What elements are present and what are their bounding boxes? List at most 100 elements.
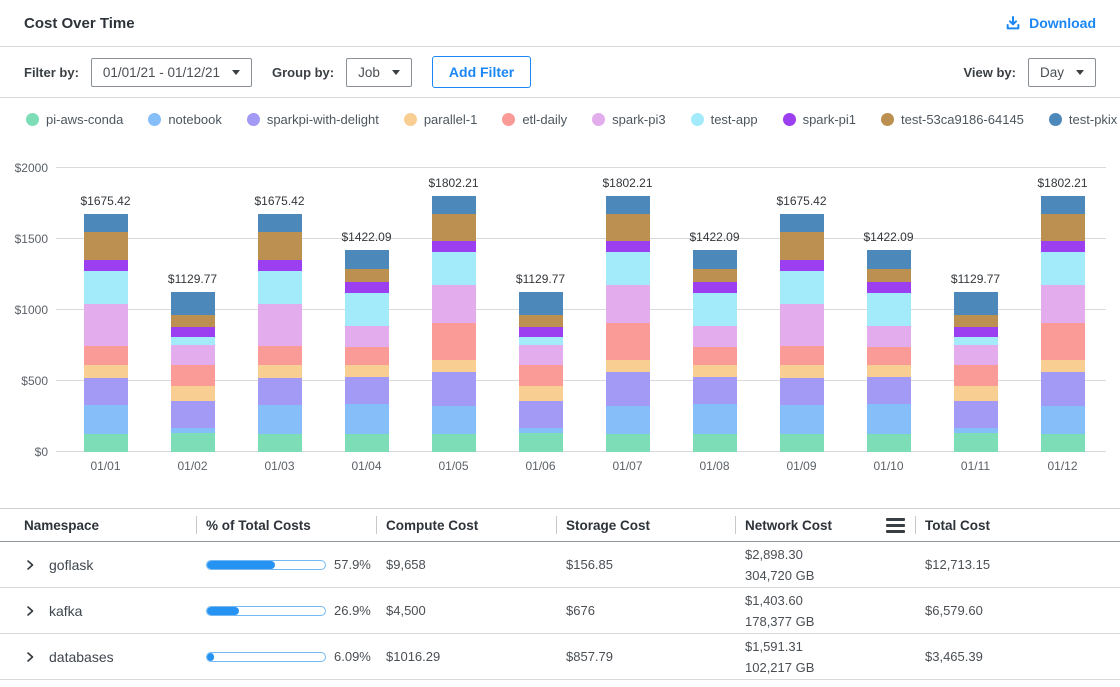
- bar-segment-etl-daily[interactable]: [1041, 323, 1085, 360]
- legend-item-pi-aws-conda[interactable]: pi-aws-conda: [26, 112, 123, 127]
- bar-segment-test-app[interactable]: [171, 337, 215, 345]
- bar-segment-test-app[interactable]: [693, 293, 737, 326]
- bar-segment-pi-aws-conda[interactable]: [432, 434, 476, 452]
- stacked-bar-01/09[interactable]: [780, 214, 824, 452]
- bar-segment-pi-aws-conda[interactable]: [693, 434, 737, 452]
- bar-segment-sparkpi-with-delight[interactable]: [867, 377, 911, 405]
- bar-segment-parallel-1[interactable]: [258, 365, 302, 378]
- bar-segment-spark-pi1[interactable]: [345, 282, 389, 293]
- bar-segment-spark-pi3[interactable]: [432, 285, 476, 323]
- bar-segment-test-app[interactable]: [1041, 252, 1085, 285]
- bar-segment-etl-daily[interactable]: [84, 346, 128, 365]
- bar-segment-etl-daily[interactable]: [432, 323, 476, 360]
- bar-segment-test-pkix[interactable]: [432, 196, 476, 214]
- bar-segment-test-app[interactable]: [954, 337, 998, 345]
- bar-segment-notebook[interactable]: [693, 404, 737, 433]
- bar-segment-pi-aws-conda[interactable]: [780, 434, 824, 452]
- bar-segment-spark-pi1[interactable]: [954, 327, 998, 337]
- bar-segment-test-53ca9186-64145[interactable]: [519, 315, 563, 327]
- bar-segment-pi-aws-conda[interactable]: [258, 434, 302, 452]
- bar-segment-test-app[interactable]: [519, 337, 563, 345]
- group-by-select[interactable]: Job: [346, 58, 412, 87]
- bar-segment-spark-pi3[interactable]: [693, 326, 737, 346]
- bar-segment-test-app[interactable]: [780, 271, 824, 303]
- bar-segment-notebook[interactable]: [780, 405, 824, 434]
- bar-segment-notebook[interactable]: [1041, 406, 1085, 434]
- bar-segment-test-53ca9186-64145[interactable]: [867, 269, 911, 282]
- bar-segment-spark-pi3[interactable]: [345, 326, 389, 346]
- bar-segment-sparkpi-with-delight[interactable]: [606, 372, 650, 406]
- bar-segment-spark-pi1[interactable]: [780, 260, 824, 271]
- bar-segment-parallel-1[interactable]: [345, 365, 389, 376]
- bar-segment-test-pkix[interactable]: [1041, 196, 1085, 214]
- bar-segment-test-pkix[interactable]: [867, 250, 911, 269]
- stacked-bar-01/11[interactable]: [954, 292, 998, 452]
- bar-segment-spark-pi3[interactable]: [84, 304, 128, 347]
- bar-segment-spark-pi1[interactable]: [84, 260, 128, 271]
- bar-segment-sparkpi-with-delight[interactable]: [780, 378, 824, 405]
- bar-segment-spark-pi3[interactable]: [171, 345, 215, 365]
- bar-segment-spark-pi1[interactable]: [519, 327, 563, 337]
- stacked-bar-01/08[interactable]: [693, 250, 737, 452]
- bar-segment-sparkpi-with-delight[interactable]: [345, 377, 389, 405]
- table-row-kafka[interactable]: kafka 26.9% $4,500 $676 $1,403.60 178,37…: [0, 588, 1120, 634]
- bar-segment-test-app[interactable]: [432, 252, 476, 285]
- bar-segment-test-53ca9186-64145[interactable]: [432, 214, 476, 241]
- legend-item-test-pkix[interactable]: test-pkix: [1049, 112, 1117, 127]
- bar-segment-test-pkix[interactable]: [258, 214, 302, 232]
- bar-segment-pi-aws-conda[interactable]: [171, 433, 215, 452]
- expand-chevron-icon[interactable]: [24, 559, 36, 571]
- table-row-databases[interactable]: databases 6.09% $1016.29 $857.79 $1,591.…: [0, 634, 1120, 680]
- bar-segment-parallel-1[interactable]: [1041, 360, 1085, 372]
- bar-segment-sparkpi-with-delight[interactable]: [954, 401, 998, 428]
- bar-segment-spark-pi3[interactable]: [1041, 285, 1085, 323]
- bar-segment-test-53ca9186-64145[interactable]: [1041, 214, 1085, 241]
- stacked-bar-01/07[interactable]: [606, 196, 650, 452]
- bar-segment-etl-daily[interactable]: [606, 323, 650, 360]
- stacked-bar-01/01[interactable]: [84, 214, 128, 452]
- bar-segment-pi-aws-conda[interactable]: [84, 434, 128, 452]
- bar-segment-spark-pi3[interactable]: [258, 304, 302, 347]
- bar-segment-spark-pi3[interactable]: [606, 285, 650, 323]
- stacked-bar-01/10[interactable]: [867, 250, 911, 452]
- bar-segment-spark-pi1[interactable]: [432, 241, 476, 252]
- bar-segment-spark-pi1[interactable]: [867, 282, 911, 293]
- bar-segment-test-app[interactable]: [84, 271, 128, 303]
- bar-segment-notebook[interactable]: [606, 406, 650, 434]
- legend-item-test-53ca9186-64145[interactable]: test-53ca9186-64145: [881, 112, 1024, 127]
- bar-segment-parallel-1[interactable]: [171, 386, 215, 401]
- bar-segment-test-53ca9186-64145[interactable]: [258, 232, 302, 260]
- legend-item-spark-pi3[interactable]: spark-pi3: [592, 112, 665, 127]
- bar-segment-spark-pi1[interactable]: [1041, 241, 1085, 252]
- bar-segment-etl-daily[interactable]: [258, 346, 302, 365]
- bar-segment-etl-daily[interactable]: [519, 365, 563, 386]
- bar-segment-sparkpi-with-delight[interactable]: [171, 401, 215, 428]
- bar-segment-pi-aws-conda[interactable]: [606, 434, 650, 452]
- bar-segment-test-53ca9186-64145[interactable]: [84, 232, 128, 260]
- legend-item-sparkpi-with-delight[interactable]: sparkpi-with-delight: [247, 112, 379, 127]
- date-range-select[interactable]: 01/01/21 - 01/12/21: [91, 58, 252, 87]
- bar-segment-parallel-1[interactable]: [954, 386, 998, 401]
- bar-segment-etl-daily[interactable]: [780, 346, 824, 365]
- stacked-bar-01/04[interactable]: [345, 250, 389, 452]
- bar-segment-spark-pi3[interactable]: [867, 326, 911, 346]
- bar-segment-spark-pi1[interactable]: [171, 327, 215, 337]
- bar-segment-sparkpi-with-delight[interactable]: [84, 378, 128, 405]
- table-row-goflask[interactable]: goflask 57.9% $9,658 $156.85 $2,898.30 3…: [0, 542, 1120, 588]
- view-by-select[interactable]: Day: [1028, 58, 1096, 87]
- bar-segment-test-53ca9186-64145[interactable]: [954, 315, 998, 327]
- bar-segment-notebook[interactable]: [432, 406, 476, 434]
- bar-segment-parallel-1[interactable]: [84, 365, 128, 378]
- bar-segment-notebook[interactable]: [345, 404, 389, 433]
- bar-segment-test-pkix[interactable]: [84, 214, 128, 232]
- add-filter-button[interactable]: Add Filter: [432, 56, 531, 88]
- bar-segment-sparkpi-with-delight[interactable]: [258, 378, 302, 405]
- bar-segment-parallel-1[interactable]: [780, 365, 824, 378]
- bar-segment-test-app[interactable]: [606, 252, 650, 285]
- stacked-bar-01/12[interactable]: [1041, 196, 1085, 452]
- bar-segment-etl-daily[interactable]: [345, 347, 389, 366]
- download-button[interactable]: Download: [1005, 15, 1096, 31]
- bar-segment-spark-pi1[interactable]: [258, 260, 302, 271]
- bar-segment-test-53ca9186-64145[interactable]: [345, 269, 389, 282]
- bar-segment-test-53ca9186-64145[interactable]: [780, 232, 824, 260]
